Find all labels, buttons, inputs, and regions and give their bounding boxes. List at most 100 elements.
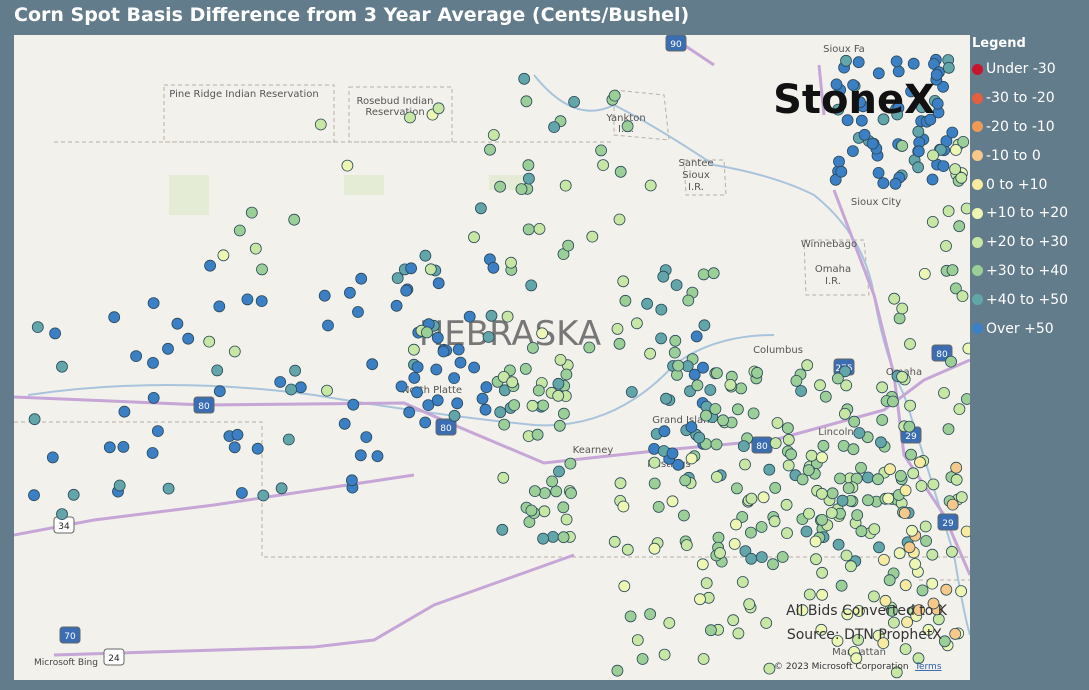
bid-location[interactable] xyxy=(946,498,959,511)
bid-location[interactable] xyxy=(657,270,670,283)
bid-location[interactable] xyxy=(448,409,461,422)
bid-location[interactable] xyxy=(732,403,744,416)
bid-location[interactable] xyxy=(506,376,519,389)
bid-location[interactable] xyxy=(876,414,889,426)
bid-location[interactable] xyxy=(949,163,961,176)
bid-location[interactable] xyxy=(203,335,216,348)
bid-location[interactable] xyxy=(841,114,854,127)
bid-location[interactable] xyxy=(501,310,514,323)
bid-location[interactable] xyxy=(611,664,624,677)
bid-location[interactable] xyxy=(548,121,560,133)
bid-location[interactable] xyxy=(537,532,549,545)
bid-location[interactable] xyxy=(901,616,913,628)
bid-location[interactable] xyxy=(852,634,864,646)
bid-location[interactable] xyxy=(816,451,828,464)
bid-location[interactable] xyxy=(560,513,573,526)
bid-location[interactable] xyxy=(288,213,301,226)
bid-location[interactable] xyxy=(946,126,959,139)
bid-location[interactable] xyxy=(431,331,444,344)
bid-location[interactable] xyxy=(552,389,565,402)
bid-location[interactable] xyxy=(552,377,565,390)
bid-location[interactable] xyxy=(831,635,844,647)
bid-location[interactable] xyxy=(877,113,890,126)
bid-location[interactable] xyxy=(730,518,742,531)
bid-location[interactable] xyxy=(960,202,970,215)
bid-location[interactable] xyxy=(182,332,195,345)
bid-location[interactable] xyxy=(877,177,890,190)
bid-location[interactable] xyxy=(855,525,868,538)
bid-location[interactable] xyxy=(559,179,572,192)
bid-location[interactable] xyxy=(782,459,795,472)
bid-location[interactable] xyxy=(912,125,925,138)
bid-location[interactable] xyxy=(950,144,962,156)
bid-location[interactable] xyxy=(371,450,384,463)
bid-location[interactable] xyxy=(660,392,672,405)
bid-location[interactable] xyxy=(878,554,890,566)
bid-location[interactable] xyxy=(760,617,773,629)
bid-location[interactable] xyxy=(655,332,667,345)
bid-location[interactable] xyxy=(553,419,566,432)
bid-location[interactable] xyxy=(151,425,164,438)
bid-location[interactable] xyxy=(526,399,539,412)
bid-location[interactable] xyxy=(916,584,929,597)
bid-location[interactable] xyxy=(241,293,254,306)
bid-location[interactable] xyxy=(894,469,907,482)
bid-location[interactable] xyxy=(49,327,61,340)
bid-location[interactable] xyxy=(854,96,866,109)
bid-location[interactable] xyxy=(468,361,481,374)
bid-location[interactable] xyxy=(554,353,567,366)
bid-location[interactable] xyxy=(710,438,723,451)
bid-location[interactable] xyxy=(525,504,538,517)
bid-location[interactable] xyxy=(697,361,709,374)
bid-location[interactable] xyxy=(648,477,661,490)
bid-location[interactable] xyxy=(800,525,813,538)
bid-location[interactable] xyxy=(877,637,890,649)
bid-location[interactable] xyxy=(285,383,298,396)
bid-location[interactable] xyxy=(862,494,874,507)
bid-location[interactable] xyxy=(866,137,879,150)
bid-location[interactable] xyxy=(228,441,241,454)
bid-location[interactable] xyxy=(751,366,763,379)
bid-location[interactable] xyxy=(840,549,853,562)
bid-location[interactable] xyxy=(322,319,334,332)
bid-location[interactable] xyxy=(617,500,630,513)
bid-location[interactable] xyxy=(408,371,421,384)
bid-location[interactable] xyxy=(658,648,671,661)
legend-item[interactable]: Under -30 xyxy=(972,55,1087,84)
bid-location[interactable] xyxy=(850,652,863,665)
bid-location[interactable] xyxy=(678,509,690,522)
bid-location[interactable] xyxy=(341,159,354,172)
bid-location[interactable] xyxy=(938,387,950,399)
bid-location[interactable] xyxy=(663,617,676,629)
terms-link[interactable]: Terms xyxy=(914,662,942,672)
bid-location[interactable] xyxy=(803,507,815,520)
bid-location[interactable] xyxy=(437,345,450,358)
bid-location[interactable] xyxy=(745,492,758,505)
bid-location[interactable] xyxy=(282,433,295,446)
bid-location[interactable] xyxy=(735,382,747,395)
bid-location[interactable] xyxy=(360,431,373,444)
bid-location[interactable] xyxy=(781,527,793,540)
bid-location[interactable] xyxy=(926,548,939,561)
bid-location[interactable] xyxy=(424,263,437,276)
bid-location[interactable] xyxy=(782,422,794,435)
bid-location[interactable] xyxy=(648,442,660,455)
bid-location[interactable] xyxy=(785,448,797,461)
bid-location[interactable] xyxy=(847,443,860,456)
bid-location[interactable] xyxy=(432,102,445,115)
bid-location[interactable] xyxy=(898,507,911,520)
bid-location[interactable] xyxy=(847,145,859,157)
bid-location[interactable] xyxy=(411,386,423,399)
bid-location[interactable] xyxy=(862,471,874,484)
bid-location[interactable] xyxy=(926,215,939,228)
bid-location[interactable] xyxy=(103,441,116,454)
bid-location[interactable] xyxy=(407,343,420,356)
bid-location[interactable] xyxy=(942,205,955,218)
bid-location[interactable] xyxy=(608,535,621,548)
bid-location[interactable] xyxy=(776,551,789,563)
bid-location[interactable] xyxy=(957,136,970,148)
bid-location[interactable] xyxy=(899,643,912,655)
bid-location[interactable] xyxy=(422,399,435,412)
bid-location[interactable] xyxy=(872,67,885,80)
bid-location[interactable] xyxy=(801,359,814,372)
